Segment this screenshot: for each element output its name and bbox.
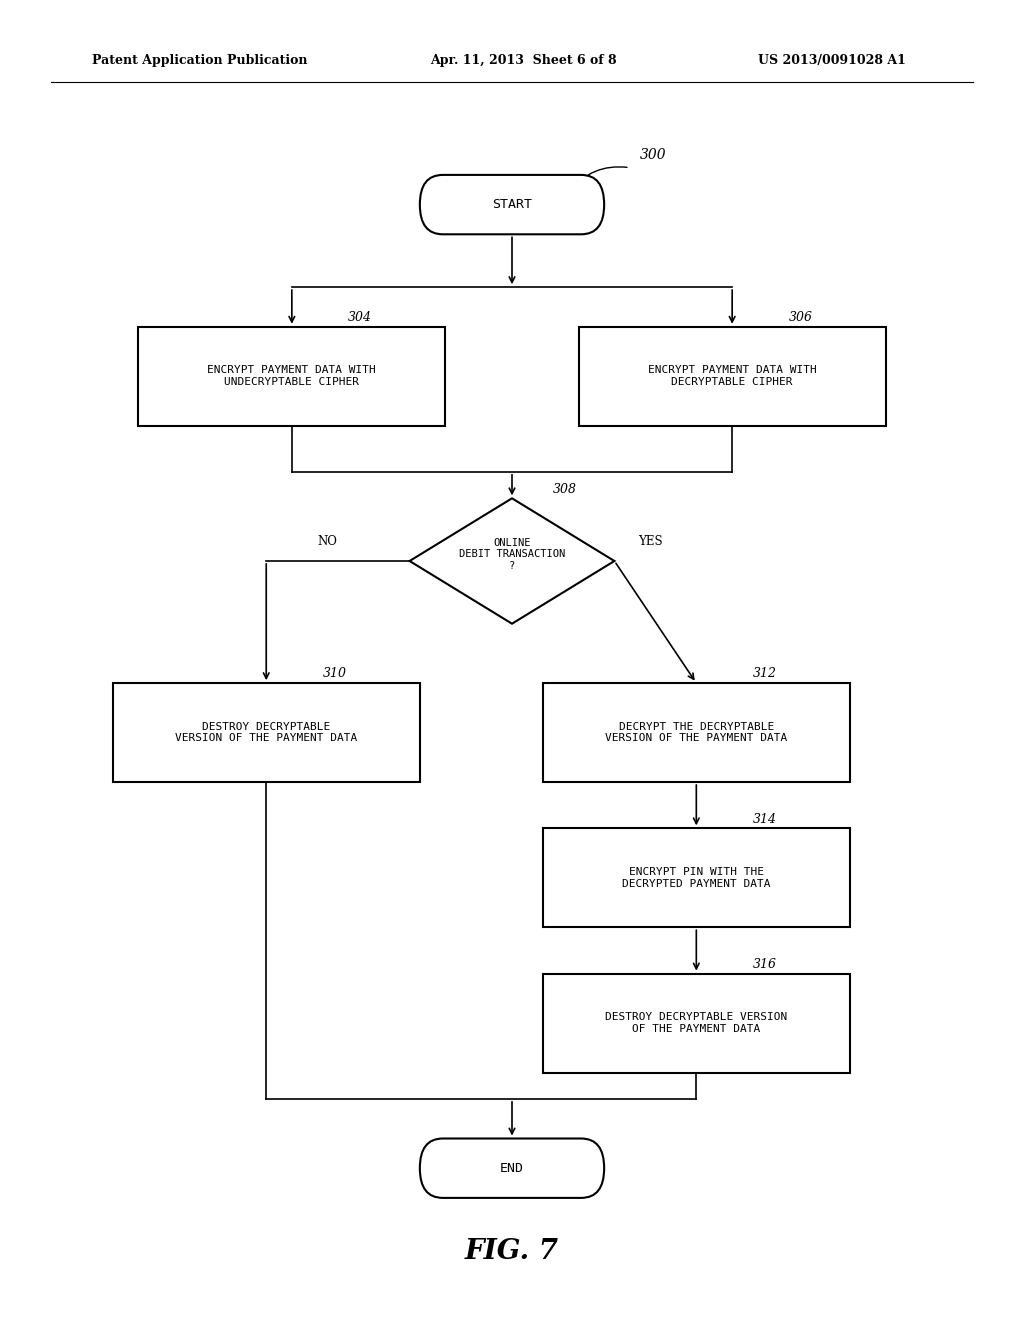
Text: START: START	[492, 198, 532, 211]
Text: YES: YES	[638, 535, 663, 548]
Text: DECRYPT THE DECRYPTABLE
VERSION OF THE PAYMENT DATA: DECRYPT THE DECRYPTABLE VERSION OF THE P…	[605, 722, 787, 743]
FancyBboxPatch shape	[420, 174, 604, 235]
Text: FIG. 7: FIG. 7	[465, 1238, 559, 1265]
Bar	[543, 682, 850, 781]
Bar	[138, 327, 445, 425]
Text: DESTROY DECRYPTABLE
VERSION OF THE PAYMENT DATA: DESTROY DECRYPTABLE VERSION OF THE PAYME…	[175, 722, 357, 743]
Text: ENCRYPT PIN WITH THE
DECRYPTED PAYMENT DATA: ENCRYPT PIN WITH THE DECRYPTED PAYMENT D…	[622, 867, 771, 888]
Text: 312: 312	[753, 668, 776, 681]
Text: Patent Application Publication: Patent Application Publication	[92, 54, 307, 67]
Polygon shape	[410, 499, 614, 624]
Text: 304: 304	[348, 312, 372, 325]
Text: ENCRYPT PAYMENT DATA WITH
UNDECRYPTABLE CIPHER: ENCRYPT PAYMENT DATA WITH UNDECRYPTABLE …	[208, 366, 376, 387]
Bar	[543, 829, 850, 927]
Bar	[543, 974, 850, 1072]
Text: 314: 314	[753, 813, 776, 826]
Text: 300: 300	[640, 148, 667, 162]
Text: 310: 310	[323, 668, 346, 681]
Text: ENCRYPT PAYMENT DATA WITH
DECRYPTABLE CIPHER: ENCRYPT PAYMENT DATA WITH DECRYPTABLE CI…	[648, 366, 816, 387]
Text: NO: NO	[317, 535, 338, 548]
Text: END: END	[500, 1162, 524, 1175]
Text: Apr. 11, 2013  Sheet 6 of 8: Apr. 11, 2013 Sheet 6 of 8	[430, 54, 616, 67]
Text: 306: 306	[788, 312, 812, 325]
Text: 308: 308	[553, 483, 577, 496]
Bar	[579, 327, 886, 425]
Text: US 2013/0091028 A1: US 2013/0091028 A1	[758, 54, 905, 67]
Text: 316: 316	[753, 958, 776, 972]
Text: ONLINE
DEBIT TRANSACTION
?: ONLINE DEBIT TRANSACTION ?	[459, 537, 565, 572]
FancyBboxPatch shape	[420, 1138, 604, 1199]
Bar	[113, 682, 420, 781]
Text: DESTROY DECRYPTABLE VERSION
OF THE PAYMENT DATA: DESTROY DECRYPTABLE VERSION OF THE PAYME…	[605, 1012, 787, 1034]
